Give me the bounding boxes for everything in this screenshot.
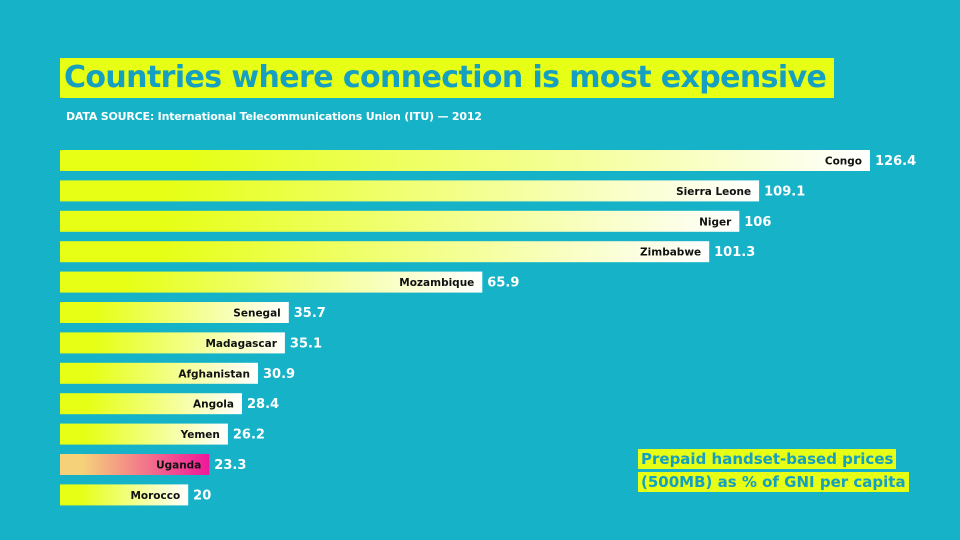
category-label-uganda: Uganda — [156, 460, 201, 472]
value-label-afghanistan: 30.9 — [263, 367, 295, 382]
bar-mozambique — [60, 271, 483, 293]
category-label-afghanistan: Afghanistan — [178, 368, 250, 380]
bar-senegal — [60, 302, 289, 323]
category-label-morocco: Morocco — [130, 490, 180, 502]
bar-zimbabwe — [60, 241, 710, 263]
bar-angola — [60, 393, 242, 415]
value-label-niger: 106 — [744, 215, 771, 230]
value-label-yemen: 26.2 — [233, 428, 265, 443]
bar-sierra-leone — [60, 180, 760, 202]
value-label-madagascar: 35.1 — [290, 336, 322, 351]
data-source: DATA SOURCE: International Telecommunica… — [66, 110, 482, 123]
value-label-zimbabwe: 101.3 — [714, 245, 755, 260]
value-label-uganda: 23.3 — [214, 458, 246, 473]
bar-uganda — [60, 454, 210, 475]
category-label-zimbabwe: Zimbabwe — [640, 247, 701, 259]
note-line-1: Prepaid handset-based prices — [638, 449, 897, 469]
category-label-senegal: Senegal — [233, 308, 280, 320]
bar-yemen — [60, 423, 228, 445]
value-label-morocco: 20 — [193, 488, 211, 503]
value-label-congo: 126.4 — [875, 154, 916, 169]
value-label-mozambique: 65.9 — [487, 276, 519, 291]
bar-congo — [60, 150, 870, 171]
bar-madagascar — [60, 332, 285, 354]
category-label-sierra-leone: Sierra Leone — [676, 186, 751, 198]
category-label-congo: Congo — [825, 156, 862, 168]
category-label-yemen: Yemen — [180, 429, 220, 441]
note-line-2: (500MB) as % of GNI per capita — [638, 472, 909, 492]
value-label-sierra-leone: 109.1 — [764, 184, 805, 199]
category-label-madagascar: Madagascar — [205, 338, 277, 350]
bar-morocco — [60, 484, 189, 506]
category-label-angola: Angola — [193, 399, 234, 411]
bar-afghanistan — [60, 362, 258, 384]
value-label-angola: 28.4 — [247, 397, 279, 412]
category-label-mozambique: Mozambique — [399, 277, 474, 289]
value-label-senegal: 35.7 — [294, 306, 326, 321]
chart-title: Countries where connection is most expen… — [60, 58, 835, 98]
bar-niger — [60, 210, 740, 232]
category-label-niger: Niger — [699, 216, 732, 228]
chart-note: Prepaid handset-based prices (500MB) as … — [638, 449, 909, 495]
